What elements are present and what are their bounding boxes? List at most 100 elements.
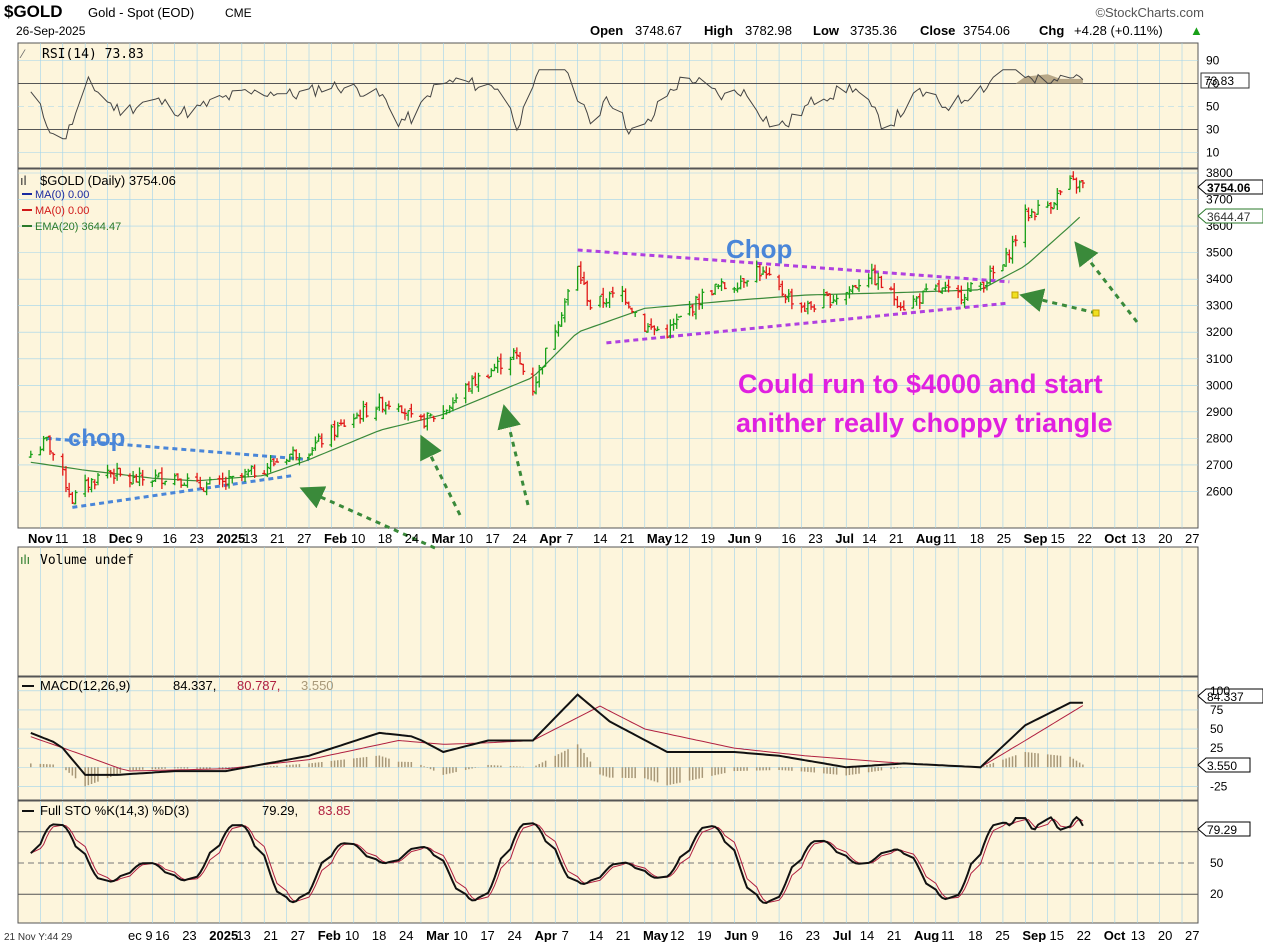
sto-d-line bbox=[30, 818, 1084, 903]
time-axis-label: 10 bbox=[459, 531, 473, 546]
time-axis-label: 21 bbox=[889, 531, 903, 546]
price-tick-label: 2700 bbox=[1206, 458, 1233, 472]
time-axis-label: 11 bbox=[943, 531, 957, 546]
brand: ©StockCharts.com bbox=[1095, 5, 1204, 20]
chop-lower-trendline bbox=[72, 474, 294, 509]
time-axis-label: 19 bbox=[697, 928, 711, 942]
symbol: $GOLD bbox=[4, 2, 63, 21]
forecast-annotation-line1: Could run to $4000 and start bbox=[738, 369, 1103, 399]
time-axis-label: Aug bbox=[916, 531, 941, 546]
price-tick-label: 3800 bbox=[1206, 166, 1233, 180]
price-tick-label: 3400 bbox=[1206, 272, 1233, 286]
time-axis-label: 18 bbox=[372, 928, 386, 942]
exchange: CME bbox=[225, 6, 252, 20]
time-axis-label: ec 9 bbox=[128, 928, 153, 942]
macd-line bbox=[30, 693, 1083, 776]
rsi-tick-label: 10 bbox=[1206, 146, 1220, 160]
time-axis-label: 27 bbox=[1185, 928, 1199, 942]
time-axis-label: Oct bbox=[1104, 928, 1126, 942]
rsi-panel-bg bbox=[17, 42, 1199, 169]
chart-date: 26-Sep-2025 bbox=[16, 24, 86, 38]
price-tick-label: 2600 bbox=[1206, 484, 1233, 498]
rsi-tick-label: 70 bbox=[1206, 77, 1220, 91]
time-axis-label: 2025 bbox=[216, 531, 245, 546]
time-axis-label: Apr bbox=[539, 531, 561, 546]
time-axis-label: Dec bbox=[109, 531, 133, 546]
price-tick-label: 3000 bbox=[1206, 378, 1233, 392]
price-tick-label: 3500 bbox=[1206, 246, 1233, 260]
time-axis-label: 27 bbox=[1185, 531, 1199, 546]
macd-tick-label: 75 bbox=[1210, 703, 1224, 717]
time-axis-label: 2025 bbox=[209, 928, 238, 942]
sto-tick-label: 20 bbox=[1210, 887, 1224, 901]
time-axis-label: May bbox=[647, 531, 673, 546]
macd-tick-label: 50 bbox=[1210, 722, 1224, 736]
time-axis-label: 18 bbox=[970, 531, 984, 546]
time-axis-label: 21 bbox=[887, 928, 901, 942]
dashed-arrow bbox=[497, 404, 530, 506]
last-price-box bbox=[1197, 179, 1263, 195]
chg-up-arrow: ▲ bbox=[1190, 23, 1203, 38]
time-axis-label: 20 bbox=[1158, 531, 1172, 546]
chart-header: $GOLD Gold - Spot (EOD) CME ©StockCharts… bbox=[4, 2, 1204, 38]
time-axis-label: 19 bbox=[701, 531, 715, 546]
time-axis-label: 13 bbox=[1131, 928, 1145, 942]
time-axis-label: 24 bbox=[507, 928, 521, 942]
price-tick-label: 2900 bbox=[1206, 405, 1233, 419]
dashed-arrow bbox=[1019, 288, 1097, 315]
volume-legend: Volume undef bbox=[40, 553, 134, 568]
time-axis-label: 14 bbox=[860, 928, 874, 942]
time-axis-label: 12 bbox=[670, 928, 684, 942]
price-panel: 2600 2700 2800 2900 3000 3100 3200 3300 3400 3500… bbox=[20, 166, 1263, 550]
sto-panel: Full STO %K(14,3) %D(3) 79.29, 83.85 79.… bbox=[22, 803, 1251, 905]
rsi-value-box bbox=[1200, 72, 1250, 89]
time-axis-label: 22 bbox=[1077, 928, 1091, 942]
price-legend-main: $GOLD (Daily) 3754.06 bbox=[40, 173, 176, 188]
time-axis-label: 17 bbox=[480, 928, 494, 942]
time-axis-label: 11 bbox=[941, 928, 955, 942]
time-axis-label: 24 bbox=[405, 531, 419, 546]
rsi-tick-label: 30 bbox=[1206, 123, 1220, 137]
time-axis-label: Sep bbox=[1022, 928, 1046, 942]
price-tick-label: 3200 bbox=[1206, 325, 1233, 339]
time-axis-label: 18 bbox=[968, 928, 982, 942]
triangle-upper-trendline bbox=[577, 248, 1010, 284]
rsi-tick-label: 50 bbox=[1206, 100, 1220, 114]
time-axis-label: 12 bbox=[674, 531, 688, 546]
close-value: 3754.06 bbox=[963, 23, 1010, 38]
sto-tick-label: 50 bbox=[1210, 856, 1224, 870]
time-axis-label: 10 bbox=[453, 928, 467, 942]
time-axis-label: 27 bbox=[291, 928, 305, 942]
sto-panel-bg bbox=[17, 800, 1199, 924]
macd-legend-prefix: MACD(12,26,9) bbox=[40, 678, 130, 693]
low-value: 3735.36 bbox=[850, 23, 897, 38]
time-axis-label: 21 bbox=[620, 531, 634, 546]
dashed-arrow bbox=[299, 486, 436, 550]
time-axis-label: 9 bbox=[751, 928, 758, 942]
sto-value-label: 79.29 bbox=[1207, 823, 1237, 837]
time-axis-label: Apr bbox=[535, 928, 557, 942]
chop-upper-trendline bbox=[46, 436, 310, 462]
chop-right-annotation: Chop bbox=[726, 234, 792, 264]
time-axis-label: 13 bbox=[243, 531, 257, 546]
instrument-name: Gold - Spot (EOD) bbox=[88, 5, 194, 20]
hist-legend-value: 3.550 bbox=[301, 678, 334, 693]
macd-tick-label: -25 bbox=[1210, 779, 1228, 793]
time-axis-label: 24 bbox=[399, 928, 413, 942]
time-axis-label: Jul bbox=[835, 531, 854, 546]
volume-panel: ılı Volume undef bbox=[20, 552, 134, 568]
rsi-line bbox=[30, 69, 1084, 140]
sto-value-box bbox=[1197, 821, 1251, 837]
sto-k-line bbox=[30, 815, 1084, 905]
ma1-legend: MA(0) 0.00 bbox=[35, 189, 89, 201]
macd-tick-label: 100 bbox=[1210, 684, 1230, 698]
time-axis-label: Oct bbox=[1104, 531, 1126, 546]
macd-tick-label: 25 bbox=[1210, 741, 1224, 755]
chop-left-annotation: chop bbox=[68, 425, 125, 452]
rsi-legend-icon: ⁄ bbox=[19, 47, 26, 61]
time-axis-label: 25 bbox=[997, 531, 1011, 546]
volume-icon: ılı bbox=[20, 552, 30, 567]
low-label: Low bbox=[813, 23, 840, 38]
